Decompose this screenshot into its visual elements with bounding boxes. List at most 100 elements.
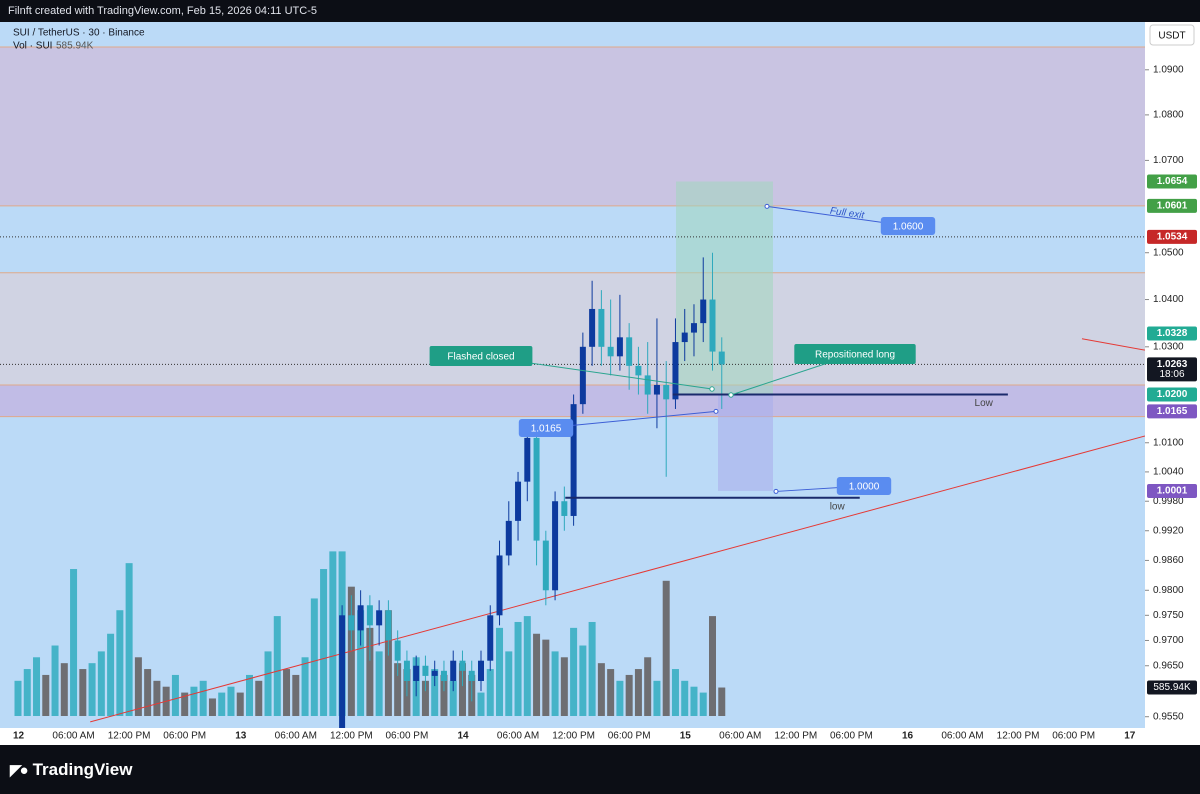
candle-body (635, 365, 642, 376)
legend-volume-value: 585.94K (56, 41, 94, 52)
volume-bar (107, 633, 115, 716)
candle-body (487, 615, 494, 661)
y-tick-label: 1.0500 (1153, 247, 1184, 258)
price-badge-label: 1.0001 (1157, 486, 1188, 497)
candle-body (357, 605, 364, 631)
volume-bar (625, 674, 633, 716)
volume-bar (14, 680, 22, 716)
candle-body (644, 375, 651, 395)
volume-bar (597, 663, 605, 716)
volume-bar (329, 551, 337, 716)
volume-bar (653, 680, 661, 716)
header: Filnft created with TradingView.com, Feb… (8, 5, 317, 17)
y-tick-label: 0.9700 (1153, 635, 1184, 646)
candle-body (450, 660, 457, 681)
volume-bar (486, 669, 494, 716)
candle-body (459, 660, 466, 671)
candle-body (561, 501, 568, 516)
price-badge (1147, 357, 1197, 382)
x-tick-label: 06:00 PM (163, 731, 206, 742)
chart: Low low 1.0600 Full exit 1.0000 1.0165 Flashed… (0, 22, 1200, 745)
volume-bar (88, 663, 96, 716)
volume-bar (33, 657, 41, 716)
volume-bar (440, 674, 448, 716)
currency-box (1149, 24, 1195, 46)
volume-bar (431, 669, 439, 716)
x-tick-label: 12 (13, 731, 25, 742)
callout-anchor (773, 488, 779, 494)
volume-bar (23, 669, 31, 716)
volume-badge (1147, 680, 1197, 695)
x-tick-label: 12:00 PM (330, 731, 373, 742)
price-badge (1147, 198, 1197, 213)
candle-body (533, 437, 540, 541)
candle-body (468, 670, 475, 681)
volume-bar (709, 616, 716, 716)
price-axis (1145, 22, 1200, 745)
price-badge-label: 1.0200 (1157, 389, 1188, 400)
volume-bar (644, 657, 652, 716)
x-tick-label: 06:00 AM (52, 731, 94, 742)
volume-bar (79, 669, 87, 716)
trend-line (90, 435, 1145, 723)
price-badge-label: 1.0534 (1157, 232, 1188, 243)
x-tick-label: 12:00 PM (997, 731, 1040, 742)
candle-body (690, 323, 697, 333)
candle-body (394, 640, 401, 661)
y-tick-label: 0.9860 (1153, 555, 1184, 566)
y-tick-label: 0.9650 (1153, 660, 1184, 671)
x-tick-label: 12:00 PM (552, 731, 595, 742)
callout-label: 1.0600 (893, 222, 924, 233)
ray-label: Low (975, 398, 994, 409)
candle-body (515, 481, 522, 521)
volume-bar (357, 610, 365, 716)
volume-bar (718, 687, 726, 716)
price-badge-label: 1.0263 (1157, 359, 1188, 370)
zone (0, 272, 1145, 385)
x-tick-label: 06:00 PM (608, 731, 651, 742)
callout-anchor (764, 203, 770, 209)
volume-bar (218, 692, 226, 716)
volume-bar (60, 663, 68, 716)
volume-bar (190, 686, 198, 716)
x-tick-label: 13 (235, 731, 247, 742)
volume-bar (236, 692, 244, 716)
callout-label-bg (836, 477, 892, 495)
candle-body (579, 346, 586, 405)
volume-bar (375, 651, 383, 716)
y-tick-label: 1.0900 (1153, 64, 1184, 75)
note-anchor (709, 386, 715, 392)
y-tick-label: 1.0100 (1153, 437, 1184, 448)
candle-body (478, 660, 484, 681)
x-tick-label: 12:00 PM (774, 731, 817, 742)
volume-bar (523, 616, 531, 716)
candle-body (413, 665, 420, 681)
volume-bar (153, 680, 161, 716)
candle-body (589, 308, 596, 347)
volume-bar (134, 657, 142, 716)
volume-bar (690, 686, 698, 716)
volume-bar (394, 663, 402, 716)
note-bg (429, 346, 533, 366)
volume-bar (560, 657, 568, 716)
volume-bar (671, 669, 679, 716)
note: Repositioned long (815, 350, 895, 361)
trend-line (1081, 338, 1145, 351)
volume-bar (264, 651, 272, 716)
candle-body (598, 308, 605, 347)
y-tick-label: 0.9750 (1153, 610, 1184, 621)
callout-label-bg (880, 217, 936, 235)
callout-note: Full exit (829, 206, 866, 222)
volume-bar (97, 651, 105, 716)
y-tick-label: 1.0300 (1153, 341, 1184, 352)
volume-bar (421, 680, 429, 716)
currency: USDT (1158, 31, 1185, 42)
volume-bar (283, 669, 291, 716)
volume-bar (208, 698, 216, 716)
candle-body (339, 615, 346, 728)
callout-label-bg (518, 419, 574, 437)
volume-bar (634, 669, 642, 716)
price-badge (1147, 174, 1197, 189)
candle-body (552, 501, 559, 591)
